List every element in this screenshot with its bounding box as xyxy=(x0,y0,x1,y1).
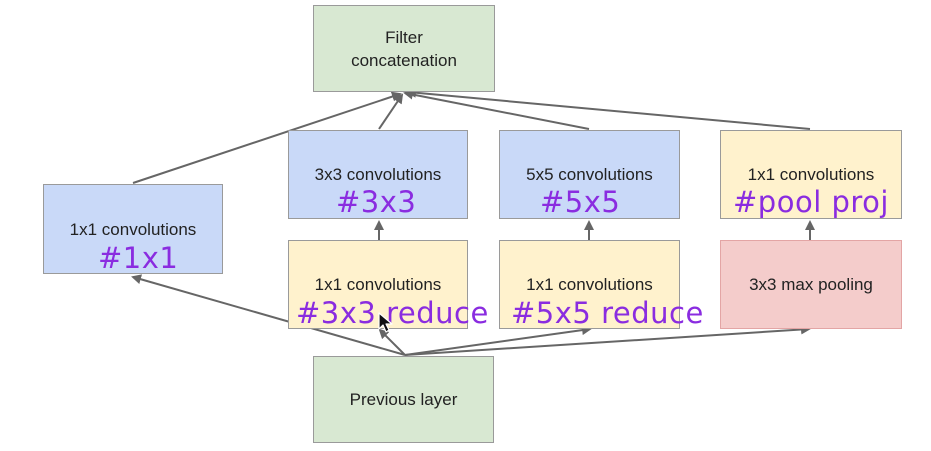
conv-1x1-pool-proj-box: 1x1 convolutions xyxy=(720,130,902,219)
conv-1x1-branch-label: 1x1 convolutions xyxy=(69,219,197,239)
edge-5x5-to-concat xyxy=(403,89,590,130)
mouse-pointer-icon xyxy=(378,312,393,333)
previous-layer-label: Previous layer xyxy=(349,390,458,409)
edge-previous-to-5x5-reduce xyxy=(404,325,592,356)
annotation-1x1: #1x1 xyxy=(98,241,179,275)
conv-1x1-reduce-3x3-label: 1x1 convolutions xyxy=(314,275,442,294)
conv-3x3-label: 3x3 convolutions xyxy=(314,165,442,184)
conv-1x1-reduce-5x5-box: 1x1 convolutions xyxy=(499,240,680,329)
conv-1x1-pool-proj-label: 1x1 convolutions xyxy=(747,165,875,184)
annotation-3x3: #3x3 xyxy=(336,185,417,219)
edge-3x3-to-concat xyxy=(378,93,404,130)
conv-1x1-reduce-3x3-box: 1x1 convolutions xyxy=(288,240,468,329)
filter-concatenation-box: Filter concatenation xyxy=(313,5,495,92)
edge-previous-to-max-pooling xyxy=(404,324,811,356)
conv-5x5-box: 5x5 convolutions xyxy=(499,130,680,219)
edge-previous-to-3x3-reduce xyxy=(378,328,406,356)
edge-previous-to-1x1 xyxy=(131,274,406,356)
max-pooling-label: 3x3 max pooling xyxy=(749,275,873,294)
edge-1x1-to-concat xyxy=(132,91,402,184)
previous-layer-box: Previous layer xyxy=(313,356,494,443)
annotation-pool-proj: #pool proj xyxy=(733,185,889,219)
annotation-5x5-reduce: #5x5 reduce xyxy=(511,296,704,330)
conv-5x5-label: 5x5 convolutions xyxy=(526,165,653,184)
conv-1x1-branch-box: 1x1 convolutions xyxy=(43,184,223,274)
annotation-5x5: #5x5 xyxy=(540,185,621,219)
conv-1x1-reduce-5x5-label: 1x1 convolutions xyxy=(526,275,653,294)
conv-3x3-box: 3x3 convolutions xyxy=(288,130,468,219)
max-pooling-box: 3x3 max pooling xyxy=(720,240,902,329)
edge-pool-proj-to-concat xyxy=(406,87,811,130)
filter-concatenation-label: Filter concatenation xyxy=(351,27,457,70)
